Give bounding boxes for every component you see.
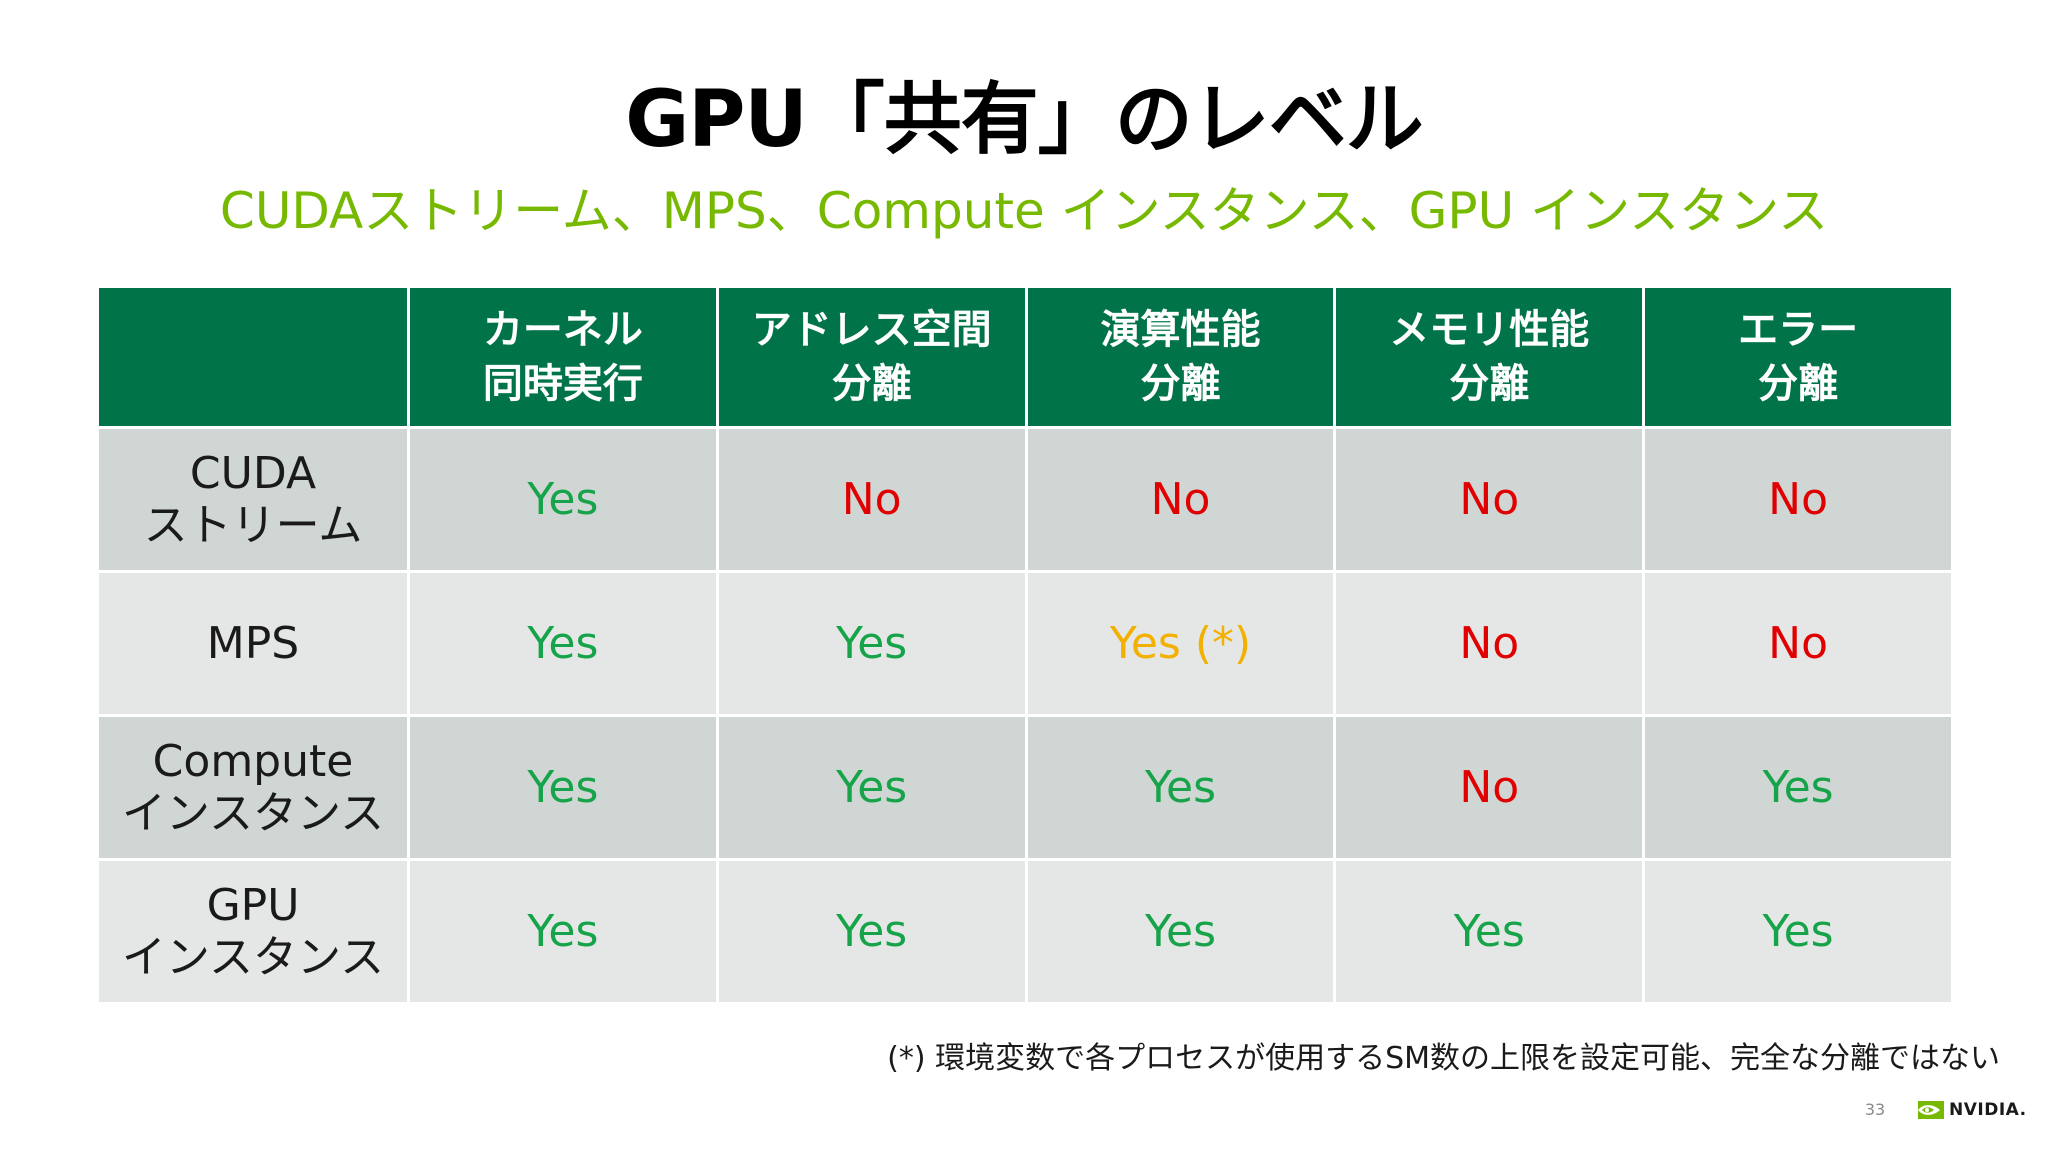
- row-header-line: CUDA: [189, 447, 317, 499]
- table-cell: Yes: [1645, 861, 1951, 1002]
- row-header-line: インスタンス: [121, 787, 385, 839]
- column-header: 演算性能 分離: [1027, 288, 1334, 426]
- column-header-line: アドレス空間: [751, 307, 992, 353]
- table-cell: No: [1645, 573, 1951, 714]
- table-cell: Yes: [1336, 861, 1643, 1002]
- row-header: MPS: [99, 573, 407, 714]
- table-cell: Yes: [718, 573, 1025, 714]
- table-row: Compute インスタンス Yes Yes Yes No Yes: [99, 717, 1951, 858]
- column-header-line: カーネル: [482, 307, 643, 353]
- row-header: CUDA ストリーム: [99, 429, 407, 570]
- column-header-line: 分離: [1758, 361, 1839, 407]
- table-header-row: カーネル 同時実行 アドレス空間 分離 演算性能 分離 メモリ性能 分離 エラー…: [99, 288, 1951, 426]
- table-cell: No: [1336, 429, 1643, 570]
- column-header-line: 分離: [1140, 361, 1221, 407]
- nvidia-eye-icon: [1918, 1101, 1944, 1119]
- row-header-line: ストリーム: [143, 499, 363, 551]
- table-cell: Yes: [410, 573, 716, 714]
- column-header-line: 同時実行: [482, 361, 643, 407]
- column-header-line: エラー: [1738, 307, 1859, 353]
- table-corner-cell: [99, 288, 407, 426]
- row-header: GPU インスタンス: [99, 861, 407, 1002]
- table-cell: Yes: [718, 717, 1025, 858]
- table-cell: Yes: [1027, 861, 1334, 1002]
- table-row: GPU インスタンス Yes Yes Yes Yes Yes: [99, 861, 1951, 1002]
- column-header: メモリ性能 分離: [1336, 288, 1643, 426]
- table-cell: No: [718, 429, 1025, 570]
- table-cell: Yes: [410, 717, 716, 858]
- column-header: カーネル 同時実行: [410, 288, 716, 426]
- table-cell: Yes: [1645, 717, 1951, 858]
- table-cell: No: [1336, 717, 1643, 858]
- table-cell: Yes: [410, 429, 716, 570]
- table-row: CUDA ストリーム Yes No No No No: [99, 429, 1951, 570]
- footnote: (*) 環境変数で各プロセスが使用するSM数の上限を設定可能、完全な分離ではない: [887, 1041, 2000, 1076]
- table-cell: Yes: [410, 861, 716, 1002]
- table-row: MPS Yes Yes Yes (*) No No: [99, 573, 1951, 714]
- column-header-line: 演算性能: [1100, 307, 1261, 353]
- nvidia-logo-text: NVIDIA.: [1949, 1100, 2027, 1120]
- nvidia-logo: NVIDIA.: [1918, 1096, 2027, 1124]
- table-cell: Yes: [718, 861, 1025, 1002]
- table-cell: No: [1645, 429, 1951, 570]
- slide-subtitle: CUDAストリーム、MPS、Compute インスタンス、GPU インスタンス: [219, 182, 1829, 240]
- column-header-line: メモリ性能: [1389, 307, 1590, 353]
- table-cell: No: [1027, 429, 1334, 570]
- column-header-line: 分離: [1449, 361, 1530, 407]
- page-number: 33: [1864, 1100, 1886, 1119]
- table-cell: Yes: [1027, 717, 1334, 858]
- row-header: Compute インスタンス: [99, 717, 407, 858]
- table-cell: Yes (*): [1027, 573, 1334, 714]
- column-header: アドレス空間 分離: [718, 288, 1025, 426]
- slide-title: GPU「共有」のレベル: [625, 75, 1424, 165]
- row-header-line: MPS: [206, 617, 300, 669]
- row-header-line: GPU: [206, 879, 300, 931]
- sharing-levels-table: カーネル 同時実行 アドレス空間 分離 演算性能 分離 メモリ性能 分離 エラー…: [96, 285, 1954, 1005]
- row-header-line: Compute: [152, 735, 354, 787]
- table-cell: No: [1336, 573, 1643, 714]
- column-header-line: 分離: [831, 361, 912, 407]
- column-header: エラー 分離: [1645, 288, 1951, 426]
- row-header-line: インスタンス: [121, 931, 385, 983]
